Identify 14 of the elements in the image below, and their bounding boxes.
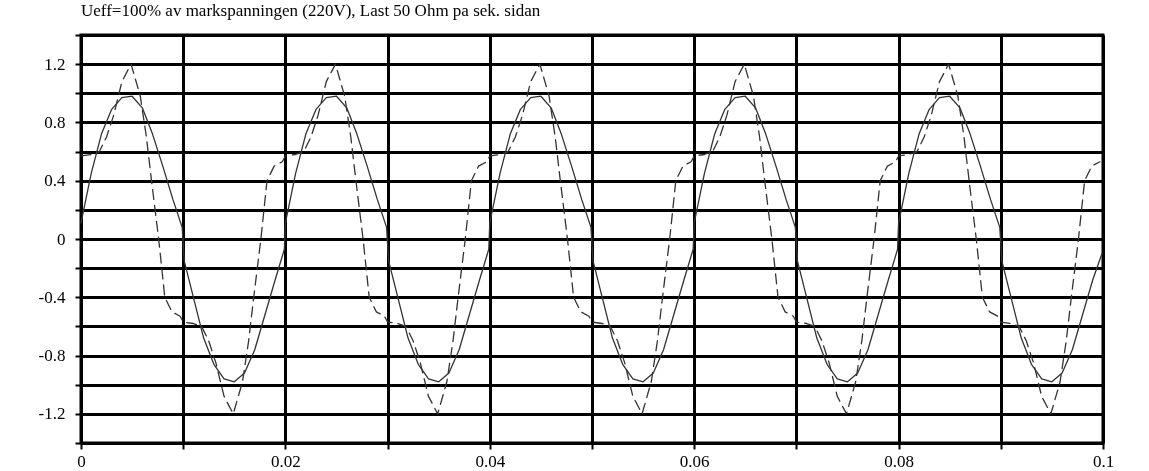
x-tick-label: 0.08 [884, 451, 914, 471]
x-tick-label: 0.02 [271, 451, 301, 471]
chart-title: Ueff=100% av markspanningen (220V), Last 50 Ohm pa sek. sidan [81, 1, 541, 20]
y-tick-label: 0.8 [44, 112, 66, 132]
y-tick-label: 0 [57, 229, 66, 249]
x-tick-label: 0.1 [1092, 451, 1115, 471]
y-tick-label: 0.4 [44, 171, 66, 191]
y-tick-label: -0.8 [38, 346, 66, 366]
y-tick-label: 1.2 [44, 54, 66, 74]
x-tick-label: 0.06 [679, 451, 710, 471]
y-tick-label: -0.4 [38, 287, 66, 307]
x-tick-label: 0 [77, 451, 86, 471]
y-tick-label: -1.2 [38, 404, 66, 424]
x-tick-label: 0.04 [475, 451, 506, 471]
